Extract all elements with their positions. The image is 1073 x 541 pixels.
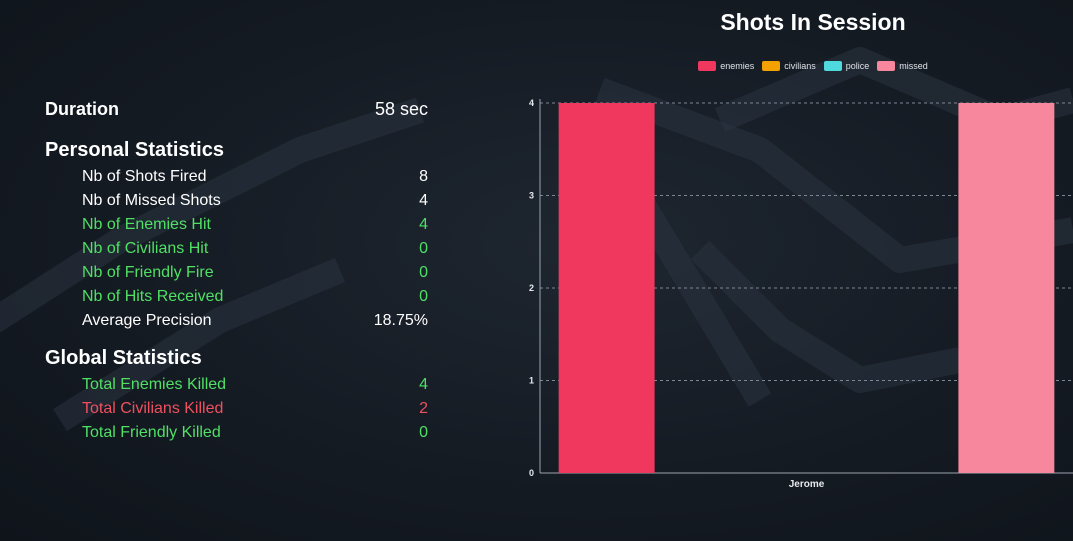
y-tick-label: 3 bbox=[529, 191, 534, 201]
y-tick-label: 1 bbox=[529, 376, 534, 386]
duration-label: Duration bbox=[45, 98, 119, 119]
x-tick-label: Jerome bbox=[789, 479, 825, 490]
shots-fired-label: Nb of Shots Fired bbox=[82, 168, 207, 185]
average-precision-label: Average Precision bbox=[82, 312, 212, 329]
total-friendly-killed-row: Total Friendly Killed 0 bbox=[45, 421, 428, 445]
civilians-hit-value: 0 bbox=[419, 240, 428, 257]
duration-row: Duration 58 sec bbox=[45, 94, 428, 124]
y-tick-label: 4 bbox=[529, 98, 534, 108]
personal-statistics-list: Nb of Shots Fired 8 Nb of Missed Shots 4… bbox=[45, 165, 428, 333]
global-statistics-list: Total Enemies Killed 4 Total Civilians K… bbox=[45, 373, 428, 445]
enemies-hit-value: 4 bbox=[419, 216, 428, 233]
duration-value: 58 sec bbox=[374, 98, 428, 119]
total-enemies-killed-row: Total Enemies Killed 4 bbox=[45, 373, 428, 397]
legend-label-missed: missed bbox=[899, 61, 928, 71]
legend-swatch-civilians bbox=[762, 61, 781, 71]
statistics-panel: Duration 58 sec Personal Statistics Nb o… bbox=[45, 94, 428, 445]
total-enemies-killed-value: 4 bbox=[419, 376, 428, 393]
legend-item-police[interactable]: police bbox=[823, 61, 870, 71]
legend-label-enemies: enemies bbox=[720, 61, 755, 71]
global-statistics-title: Global Statistics bbox=[45, 347, 202, 369]
friendly-fire-row: Nb of Friendly Fire 0 bbox=[45, 261, 428, 285]
legend-swatch-missed bbox=[877, 61, 896, 71]
total-civilians-killed-label: Total Civilians Killed bbox=[82, 400, 224, 417]
total-civilians-killed-row: Total Civilians Killed 2 bbox=[45, 397, 428, 421]
missed-shots-row: Nb of Missed Shots 4 bbox=[45, 189, 428, 213]
enemies-hit-label: Nb of Enemies Hit bbox=[82, 216, 211, 233]
average-precision-value: 18.75% bbox=[373, 312, 428, 329]
bar-enemies bbox=[558, 103, 655, 473]
total-enemies-killed-label: Total Enemies Killed bbox=[82, 376, 227, 393]
shots-fired-row: Nb of Shots Fired 8 bbox=[45, 165, 428, 189]
legend-swatch-enemies bbox=[698, 61, 717, 71]
legend-item-missed[interactable]: missed bbox=[877, 61, 928, 71]
total-civilians-killed-value: 2 bbox=[419, 400, 428, 417]
missed-shots-label: Nb of Missed Shots bbox=[82, 192, 221, 209]
y-tick-label: 0 bbox=[529, 468, 534, 478]
personal-statistics-title: Personal Statistics bbox=[45, 139, 224, 161]
legend-item-civilians[interactable]: civilians bbox=[762, 61, 816, 71]
enemies-hit-row: Nb of Enemies Hit 4 bbox=[45, 213, 428, 237]
shots-fired-value: 8 bbox=[419, 168, 428, 185]
legend-label-police: police bbox=[845, 61, 870, 71]
hits-received-label: Nb of Hits Received bbox=[82, 288, 224, 305]
missed-shots-value: 4 bbox=[419, 192, 428, 209]
civilians-hit-label: Nb of Civilians Hit bbox=[82, 240, 209, 257]
total-friendly-killed-value: 0 bbox=[419, 424, 428, 441]
friendly-fire-label: Nb of Friendly Fire bbox=[82, 264, 214, 281]
hits-received-value: 0 bbox=[419, 288, 428, 305]
total-friendly-killed-label: Total Friendly Killed bbox=[82, 424, 221, 441]
legend-swatch-police bbox=[823, 61, 842, 71]
y-tick-label: 2 bbox=[529, 283, 534, 293]
civilians-hit-row: Nb of Civilians Hit 0 bbox=[45, 237, 428, 261]
hits-received-row: Nb of Hits Received 0 bbox=[45, 285, 428, 309]
bar-missed bbox=[958, 103, 1055, 473]
friendly-fire-value: 0 bbox=[419, 264, 428, 281]
chart-legend: enemies civilians police missed bbox=[540, 61, 1073, 71]
average-precision-row: Average Precision 18.75% bbox=[45, 309, 428, 333]
chart-title: Shots In Session bbox=[720, 9, 906, 35]
legend-item-enemies[interactable]: enemies bbox=[698, 61, 754, 71]
legend-label-civilians: civilians bbox=[784, 61, 816, 71]
